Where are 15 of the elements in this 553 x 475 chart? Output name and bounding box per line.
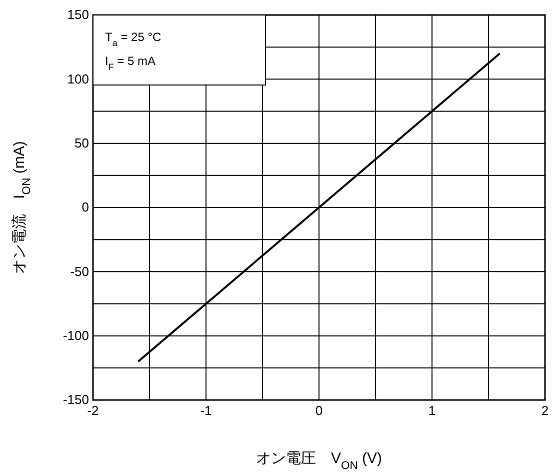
x-tick-label: 2 (541, 403, 549, 418)
y-tick-label: 150 (67, 7, 89, 22)
x-tick-label: 0 (315, 403, 323, 418)
y-tick-label: -50 (70, 264, 89, 279)
x-tick-label: -1 (200, 403, 212, 418)
y-tick-label: 50 (74, 135, 89, 150)
annotation: T$_{a}$ = 25 °C (105, 30, 162, 48)
x-axis-title: オン電圧 V$_{ON}$ (V) (256, 450, 382, 472)
y-tick-label: 100 (67, 71, 89, 86)
y-tick-label: 0 (82, 200, 89, 215)
annotation: I$_{F}$ = 5 mA (105, 54, 156, 72)
y-tick-label: -150 (62, 392, 89, 408)
y-tick-label: -100 (62, 328, 89, 343)
x-tick-label: 1 (428, 403, 436, 418)
x-tick-label: -2 (87, 403, 99, 418)
